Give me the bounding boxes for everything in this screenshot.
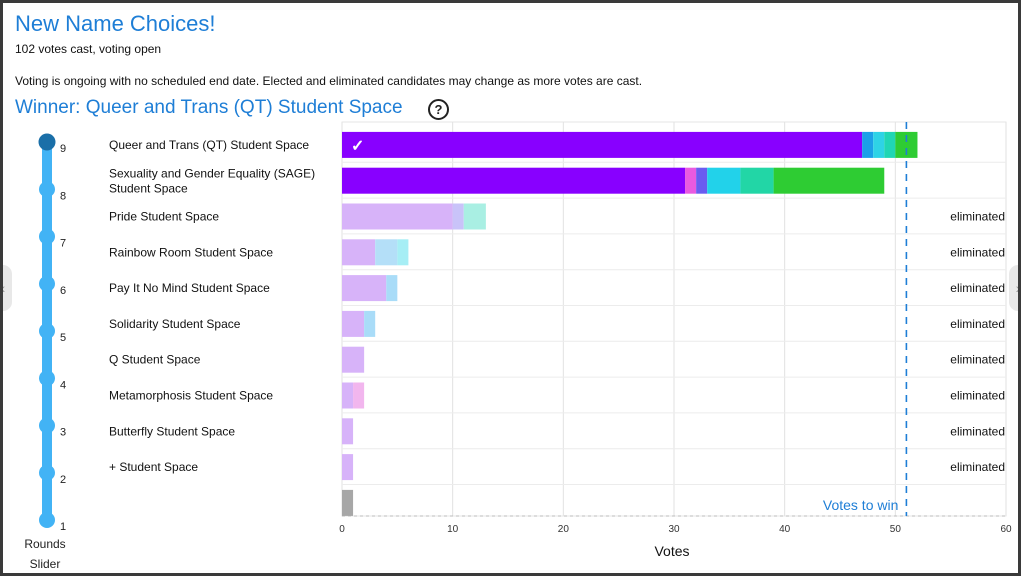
bar-segment[interactable] xyxy=(353,382,365,409)
candidate-label: Rainbow Room Student Space xyxy=(109,245,273,259)
candidate-label: Queer and Trans (QT) Student Space xyxy=(109,138,309,152)
round-marker[interactable] xyxy=(39,228,55,245)
status-label: eliminated xyxy=(950,389,1005,403)
rounds-slider-label-2: Slider xyxy=(29,557,61,571)
round-marker[interactable] xyxy=(39,512,55,528)
candidate-label: Sexuality and Gender Equality (SAGE) xyxy=(109,167,315,181)
status-label: eliminated xyxy=(950,281,1005,295)
bar-segment[interactable] xyxy=(375,239,398,266)
votes-to-win-label: Votes to win xyxy=(823,497,899,513)
round-number-label: 9 xyxy=(60,143,66,155)
winner-check-icon: ✓ xyxy=(351,138,364,155)
candidate-label: Butterfly Student Space xyxy=(109,424,235,438)
x-tick-label: 20 xyxy=(558,524,570,535)
round-number-label: 5 xyxy=(60,332,66,344)
vote-summary: 102 votes cast, voting open xyxy=(15,42,162,56)
round-number-label: 3 xyxy=(60,427,66,439)
round-marker[interactable] xyxy=(39,323,55,339)
bar-segment[interactable] xyxy=(342,418,354,445)
bar-segment[interactable] xyxy=(342,346,365,373)
page-frame: New Name Choices! 102 votes cast, voting… xyxy=(3,3,1018,573)
page-title: New Name Choices! xyxy=(15,11,216,36)
bar-segment[interactable] xyxy=(873,131,885,158)
candidate-label: Metamorphosis Student Space xyxy=(109,389,273,403)
bar-segment[interactable] xyxy=(342,382,354,409)
x-tick-label: 60 xyxy=(1000,524,1012,535)
bar-segment[interactable] xyxy=(342,310,365,337)
round-number-label: 6 xyxy=(60,285,66,297)
bar-segment[interactable] xyxy=(342,239,376,266)
round-marker[interactable] xyxy=(39,370,55,387)
x-tick-label: 30 xyxy=(668,524,680,535)
voting-notice: Voting is ongoing with no scheduled end … xyxy=(15,74,643,88)
candidate-label: Student Space xyxy=(109,182,188,196)
round-number-label: 8 xyxy=(60,190,66,202)
round-number-label: 7 xyxy=(60,238,66,250)
bar-segment[interactable] xyxy=(342,454,354,481)
bar-segment[interactable] xyxy=(463,203,486,230)
candidate-label: Solidarity Student Space xyxy=(109,317,241,331)
round-number-label: 2 xyxy=(60,474,66,486)
round-marker[interactable] xyxy=(39,181,55,198)
status-label: eliminated xyxy=(950,424,1005,438)
bar-segment[interactable] xyxy=(397,239,409,266)
x-tick-label: 50 xyxy=(890,524,902,535)
rounds-slider-label: Rounds xyxy=(24,537,66,551)
round-number-label: 4 xyxy=(60,379,66,391)
round-marker[interactable] xyxy=(39,275,55,292)
status-label: eliminated xyxy=(950,460,1005,474)
x-tick-label: 40 xyxy=(779,524,791,535)
bar-segment[interactable] xyxy=(452,203,464,230)
bar-segment[interactable] xyxy=(342,275,387,302)
status-label: eliminated xyxy=(950,245,1005,259)
bar-segment[interactable] xyxy=(364,310,376,337)
bar-segment[interactable] xyxy=(696,167,708,194)
bar-segment[interactable] xyxy=(707,167,741,194)
results-chart: 0 10 20 30 40 50 60 Votes ✓ Queer and Trans (QT) … xyxy=(38,121,1012,559)
rounds-slider-handle[interactable] xyxy=(38,133,56,151)
winner-heading: Winner: Queer and Trans (QT) Student Spa… xyxy=(15,97,403,118)
bar-segment[interactable] xyxy=(773,167,885,194)
x-tick-label: 0 xyxy=(339,524,345,535)
x-tick-label: 10 xyxy=(447,524,459,535)
bar-segment[interactable] xyxy=(862,131,874,158)
previous-arrow-icon[interactable]: ‹ xyxy=(3,265,12,311)
help-icon[interactable]: ? xyxy=(428,99,449,120)
round-marker[interactable] xyxy=(39,417,55,434)
candidate-label: Pride Student Space xyxy=(109,210,219,224)
round-number-label: 1 xyxy=(60,521,66,533)
bar-segment[interactable] xyxy=(386,275,398,302)
next-arrow-icon[interactable]: › xyxy=(1009,265,1018,311)
round-marker[interactable] xyxy=(39,464,55,481)
status-label: eliminated xyxy=(950,317,1005,331)
candidate-label: Q Student Space xyxy=(109,353,201,367)
bar-segment[interactable] xyxy=(342,489,354,516)
x-axis-label: Votes xyxy=(654,543,689,559)
status-label: eliminated xyxy=(950,353,1005,367)
bar-segment[interactable] xyxy=(740,167,774,194)
bar-segment[interactable] xyxy=(884,131,896,158)
candidate-label: + Student Space xyxy=(109,460,198,474)
bar-segment[interactable] xyxy=(342,167,686,194)
bar-segment[interactable] xyxy=(342,131,863,158)
bar-segment[interactable] xyxy=(895,131,918,158)
bar-segment[interactable] xyxy=(342,203,453,230)
candidate-label: Pay It No Mind Student Space xyxy=(109,281,270,295)
status-label: eliminated xyxy=(950,210,1005,224)
bar-segment[interactable] xyxy=(685,167,697,194)
